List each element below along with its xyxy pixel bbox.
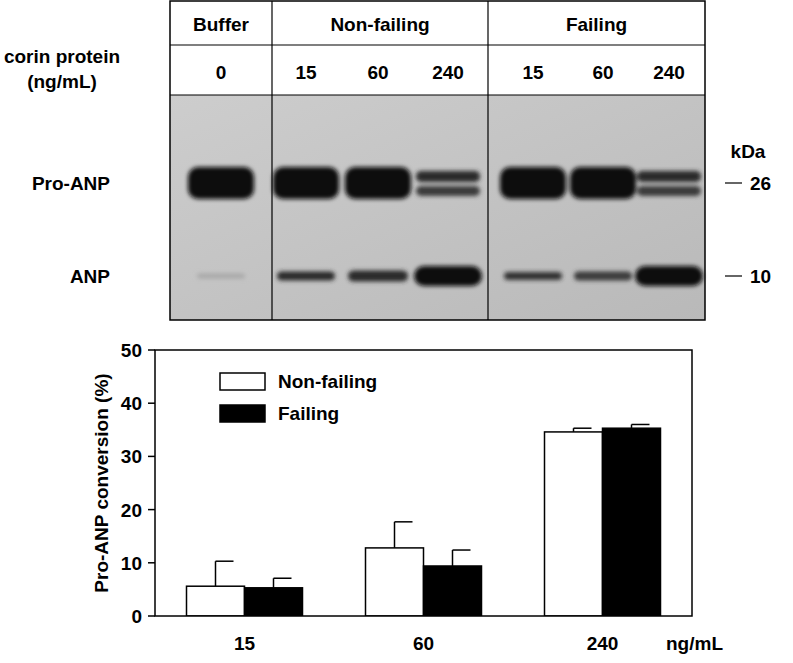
y-tick-label: 0 — [131, 606, 142, 627]
y-tick-label: 40 — [121, 393, 142, 414]
legend-swatch — [220, 373, 265, 390]
lane-divider — [487, 1, 488, 320]
anp-band — [348, 271, 408, 282]
anp-band — [197, 274, 245, 279]
bands — [188, 167, 703, 286]
anp-band — [277, 272, 335, 281]
pro-anp-band — [416, 171, 480, 182]
error-cap — [395, 521, 413, 523]
marker-label: 26 — [750, 173, 771, 194]
blot: Buffer Non-failing Failing 0 15 60 240 15 60 240 c… — [4, 1, 771, 320]
header-rule — [170, 94, 705, 95]
row-label: corin protein — [4, 46, 120, 67]
lane-label: 240 — [432, 62, 464, 83]
band-label: Pro-ANP — [32, 173, 110, 194]
marker-tick — [725, 275, 742, 276]
bar — [245, 588, 303, 616]
y-tick — [148, 562, 155, 564]
bars — [187, 424, 661, 616]
x-tick-label: 15 — [234, 633, 256, 654]
anp-band — [414, 266, 482, 286]
pro-anp-band — [345, 167, 411, 199]
pro-anp-band — [570, 167, 636, 199]
lane-label: 15 — [295, 62, 317, 83]
x-axis-label: ng/mL — [666, 633, 723, 654]
figure: Buffer Non-failing Failing 0 15 60 240 15 60 240 c… — [0, 0, 793, 663]
row-label: (ng/mL) — [27, 71, 97, 92]
bar — [366, 548, 424, 616]
blot-frame — [170, 1, 705, 320]
bar — [187, 586, 245, 616]
pro-anp-band — [273, 167, 339, 199]
legend-label: Non-failing — [278, 371, 377, 392]
error-cap — [632, 424, 650, 426]
band-label: ANP — [70, 266, 110, 287]
error-bar — [453, 550, 471, 566]
y-tick — [148, 349, 155, 351]
pro-anp-band — [188, 167, 254, 199]
lane-divider — [271, 1, 272, 320]
plot-frame — [155, 350, 692, 616]
error-bar — [216, 561, 234, 586]
error-cap — [274, 577, 292, 579]
lane-label: 60 — [592, 62, 613, 83]
y-tick-label: 20 — [121, 500, 142, 521]
pro-anp-band — [500, 167, 566, 199]
legend-label: Failing — [278, 403, 339, 424]
y-tick — [148, 509, 155, 511]
x-tick-label: 240 — [587, 633, 619, 654]
marker-tick — [725, 182, 742, 183]
group-label: Non-failing — [330, 14, 429, 35]
error-bar — [274, 578, 292, 588]
group-label: Buffer — [193, 14, 250, 35]
y-tick — [148, 615, 155, 617]
error-stem — [273, 578, 275, 588]
anp-band — [635, 266, 703, 286]
y-tick-label: 30 — [121, 446, 142, 467]
y-tick-label: 10 — [121, 553, 142, 574]
lane-label: 15 — [522, 62, 544, 83]
bar — [424, 566, 482, 616]
y-axis-label: Pro-ANP conversion (%) — [91, 373, 112, 592]
legend: Non-failing Failing — [220, 371, 377, 424]
lane-label: 0 — [216, 62, 227, 83]
error-stem — [394, 522, 396, 548]
bar — [545, 432, 603, 616]
y-tick — [148, 402, 155, 404]
error-cap — [453, 549, 471, 551]
pro-anp-band — [416, 186, 480, 196]
y-tick — [148, 456, 155, 458]
error-cap — [216, 560, 234, 562]
error-bar — [395, 522, 413, 548]
chart: 0 10 20 30 40 50 15 60 240 ng/mL Pro-ANP conversio… — [91, 340, 723, 654]
bar — [603, 428, 661, 616]
error-cap — [574, 427, 592, 429]
blot-image — [170, 95, 705, 320]
legend-swatch — [220, 405, 265, 422]
x-tick-label: 60 — [413, 633, 434, 654]
anp-band — [574, 272, 632, 281]
y-tick-label: 50 — [121, 340, 142, 361]
error-stem — [452, 550, 454, 566]
pro-anp-band — [637, 171, 701, 182]
marker-unit: kDa — [731, 141, 766, 162]
group-label: Failing — [566, 14, 627, 35]
header-rule — [170, 44, 705, 45]
anp-band — [504, 272, 562, 280]
lane-label: 60 — [367, 62, 388, 83]
marker-label: 10 — [750, 266, 771, 287]
error-stem — [215, 561, 217, 586]
lane-label: 240 — [653, 62, 685, 83]
pro-anp-band — [637, 186, 701, 196]
